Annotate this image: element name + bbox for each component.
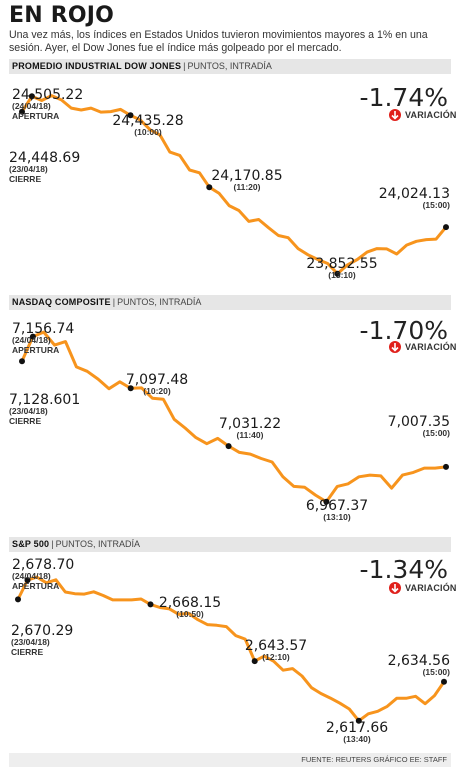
dow-line-layer [19, 93, 449, 277]
dow-unit: PUNTOS, INTRADÍA [187, 61, 272, 71]
dow-close-note: CIERRE [9, 174, 41, 184]
sp500-index-name: S&P 500 [12, 539, 50, 549]
nasdaq-marker-1 [19, 358, 25, 365]
sp500-open-note: APERTURA [12, 581, 59, 591]
sp500-close-note: CIERRE [11, 647, 43, 657]
nasdaq-close-note: CIERRE [9, 416, 41, 426]
nasdaq-1310-time: (13:10) [323, 512, 351, 522]
sp500-1050-value: 2,668.15 [159, 595, 221, 611]
dow-marker-3 [206, 184, 213, 191]
sp500-1210-value: 2,643.57 [245, 638, 307, 654]
source-footer: FUENTE: REUTERS GRÁFICO EE: STAFF [9, 753, 451, 767]
sp500-header: S&P 500 | PUNTOS, INTRADÍA [9, 537, 451, 552]
nasdaq-line-layer [19, 330, 449, 505]
dow-close-value: 24,448.69 [9, 150, 80, 166]
dow-marker-5 [443, 224, 449, 231]
sp500-close-value: 2,670.29 [11, 623, 73, 639]
dow-down-arrow-icon [389, 109, 401, 121]
dow-open-note: APERTURA [12, 111, 59, 121]
sp500-marker-1 [15, 596, 21, 603]
sp500-marker-0 [24, 577, 31, 584]
nasdaq-1500-time: (15:00) [423, 428, 451, 438]
nasdaq-change-value: -1.70% [360, 316, 448, 345]
nasdaq-series-line [20, 330, 448, 504]
nasdaq-1020-value: 7,097.48 [126, 372, 188, 388]
nasdaq-1500-value: 7,007.35 [388, 414, 450, 430]
nasdaq-1310-value: 6,967.37 [306, 498, 368, 514]
sp500-open-value: 2,678.70 [12, 557, 74, 573]
sp500-marker-4 [355, 717, 362, 724]
page-title: EN ROJO [9, 3, 115, 28]
sp500-open-date: (24/04/18) [12, 571, 51, 581]
nasdaq-change-label: VARIACIÓN [405, 341, 457, 352]
dow-1500-value: 24,024.13 [379, 186, 450, 202]
sp500-chart: -1.34% VARIACIÓN 2,678.70 (24/04/18) APE… [11, 555, 457, 744]
nasdaq-1140-time: (11:40) [237, 430, 264, 440]
nasdaq-marker-0 [29, 333, 36, 340]
nasdaq-header: NASDAQ COMPOSITE | PUNTOS, INTRADÍA [9, 295, 451, 310]
dow-open-date: (24/04/18) [12, 101, 51, 111]
sp500-marker-2 [147, 601, 154, 608]
nasdaq-index-name: NASDAQ COMPOSITE [12, 297, 111, 307]
dow-1500-time: (15:00) [423, 200, 451, 210]
sp500-down-arrow-icon [389, 582, 401, 594]
sp500-1050-time: (10:50) [176, 609, 204, 619]
dow-series-line [20, 94, 448, 276]
dow-index-name: PROMEDIO INDUSTRIAL DOW JONES [12, 61, 182, 71]
sp500-1340-value: 2,617.66 [326, 720, 388, 736]
nasdaq-marker-4 [323, 498, 330, 505]
nasdaq-marker-2 [127, 385, 134, 392]
dow-header: PROMEDIO INDUSTRIAL DOW JONES | PUNTOS, IN… [9, 59, 451, 74]
dow-change-value: -1.74% [360, 83, 448, 112]
dow-close-date: (23/04/18) [9, 164, 48, 174]
nasdaq-chart: -1.70% VARIACIÓN 7,156.74 (24/04/18) APE… [9, 316, 457, 522]
nasdaq-1020-time: (10:20) [143, 386, 171, 396]
nasdaq-down-arrow-icon [389, 341, 401, 353]
nasdaq-open-value: 7,156.74 [12, 321, 74, 337]
dow-1000-time: (10:00) [134, 127, 162, 137]
sp500-unit: PUNTOS, INTRADÍA [55, 539, 140, 549]
sp500-marker-5 [441, 678, 447, 685]
sp500-close-date: (23/04/18) [11, 637, 50, 647]
dow-marker-1 [19, 108, 25, 115]
sp500-1340-time: (13:40) [343, 734, 371, 744]
sp500-marker-3 [251, 658, 258, 665]
nasdaq-marker-3 [225, 443, 232, 450]
nasdaq-close-date: (23/04/18) [9, 406, 48, 416]
dow-1310-time: (13:10) [328, 270, 356, 280]
dow-1120-value: 24,170.85 [211, 168, 282, 184]
sp500-series-line [16, 575, 446, 723]
nasdaq-close-value: 7,128.601 [9, 392, 80, 408]
dow-change-label: VARIACIÓN [405, 109, 457, 120]
sp500-change-value: -1.34% [360, 555, 448, 584]
page-subtitle: Una vez más, los índices en Estados Unid… [9, 29, 428, 54]
dow-marker-0 [28, 93, 35, 100]
sp500-1500-time: (15:00) [423, 667, 451, 677]
dow-marker-4 [334, 270, 341, 277]
dow-marker-2 [127, 112, 134, 119]
dow-open-value: 24,505.22 [12, 87, 83, 103]
source-credit: FUENTE: REUTERS GRÁFICO EE: STAFF [301, 755, 447, 764]
dow-jones-chart: -1.74% VARIACIÓN 24,505.22 (24/04/18) AP… [9, 83, 457, 280]
sp500-line-layer [15, 575, 447, 724]
nasdaq-open-date: (24/04/18) [12, 335, 51, 345]
nasdaq-1140-value: 7,031.22 [219, 416, 281, 432]
nasdaq-marker-5 [443, 463, 449, 470]
sp500-change-label: VARIACIÓN [405, 582, 457, 593]
dow-1310-value: 23,852.55 [306, 256, 377, 272]
dow-1120-time: (11:20) [234, 182, 261, 192]
nasdaq-open-note: APERTURA [12, 345, 59, 355]
sp500-1500-value: 2,634.56 [388, 653, 450, 669]
sp500-1210-time: (12:10) [262, 652, 290, 662]
dow-1000-value: 24,435.28 [112, 113, 183, 129]
nasdaq-unit: PUNTOS, INTRADÍA [117, 297, 202, 307]
